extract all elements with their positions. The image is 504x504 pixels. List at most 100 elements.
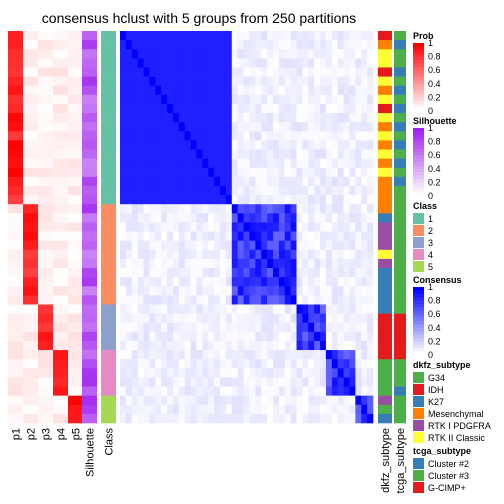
consensus-cell (314, 103, 321, 114)
consensus-cell (196, 286, 203, 296)
consensus-cell (314, 331, 321, 342)
legend-tick-label: 0 (428, 350, 433, 360)
consensus-cell (196, 140, 203, 150)
legend-tick-label: 0.4 (428, 164, 441, 174)
consensus-cell (261, 322, 268, 333)
consensus-cell (137, 322, 144, 333)
consensus-cell (231, 304, 238, 314)
membership-cell (23, 149, 39, 159)
consensus-cell (278, 331, 286, 342)
consensus-cell (314, 222, 321, 232)
consensus-cell (202, 331, 209, 342)
class-cell (101, 204, 116, 214)
consensus-cell (302, 185, 309, 196)
consensus-cell (120, 304, 127, 314)
consensus-cell (149, 204, 156, 214)
membership-cell (38, 176, 54, 187)
consensus-cell (267, 249, 274, 260)
consensus-cell (202, 131, 209, 141)
class-cell (101, 49, 116, 59)
consensus-cell (120, 331, 127, 342)
consensus-cell (361, 140, 368, 150)
consensus-cell (325, 386, 333, 396)
consensus-cell (190, 395, 197, 406)
membership-cell (38, 185, 54, 196)
consensus-cell (355, 240, 362, 251)
consensus-cell (367, 158, 374, 169)
consensus-cell (302, 395, 309, 406)
consensus-cell (361, 131, 368, 141)
consensus-cell (225, 140, 233, 150)
consensus-cell (184, 222, 191, 232)
consensus-cell (137, 340, 144, 351)
consensus-cell (272, 331, 280, 342)
consensus-cell (331, 377, 338, 387)
consensus-cell (320, 313, 327, 324)
consensus-cell (267, 122, 274, 132)
consensus-cell (278, 158, 286, 169)
consensus-cell (184, 131, 191, 141)
consensus-cell (361, 286, 368, 296)
consensus-cell (278, 176, 286, 187)
consensus-cell (172, 304, 180, 314)
consensus-cell (202, 213, 209, 223)
consensus-cell (355, 149, 362, 159)
consensus-cell (225, 268, 233, 278)
consensus-cell (220, 113, 227, 123)
consensus-cell (125, 331, 133, 342)
consensus-cell (137, 113, 144, 123)
consensus-cell (355, 31, 362, 41)
membership-cell (68, 249, 84, 260)
consensus-cell (155, 368, 162, 378)
membership-cell (68, 158, 84, 169)
consensus-cell (331, 304, 338, 314)
consensus-cell (261, 258, 268, 269)
consensus-cell (243, 386, 250, 396)
consensus-cell (267, 94, 274, 105)
legend-tick-label: 0.2 (428, 177, 441, 187)
membership-cell (68, 377, 84, 387)
consensus-cell (267, 304, 274, 314)
consensus-cell (343, 313, 350, 324)
consensus-cell (249, 359, 256, 369)
consensus-cell (302, 158, 309, 169)
consensus-cell (131, 222, 138, 232)
consensus-cell (161, 350, 168, 360)
consensus-cell (331, 204, 338, 214)
consensus-cell (214, 222, 221, 232)
consensus-cell (343, 377, 350, 387)
consensus-cell (243, 204, 250, 214)
consensus-cell (261, 286, 268, 296)
membership-cell (68, 167, 84, 178)
consensus-cell (325, 204, 333, 214)
consensus-cell (214, 131, 221, 141)
consensus-cell (172, 131, 180, 141)
consensus-cell (208, 231, 215, 241)
consensus-cell (278, 149, 286, 159)
consensus-cell (343, 340, 350, 351)
consensus-cell (296, 149, 303, 159)
consensus-cell (267, 295, 274, 305)
legend-swatch (413, 458, 424, 469)
consensus-cell (337, 204, 344, 214)
consensus-cell (296, 359, 303, 369)
consensus-cell (255, 322, 262, 333)
consensus-cell (267, 268, 274, 278)
consensus-cell (314, 286, 321, 296)
silhouette-cell (82, 40, 97, 50)
consensus-cell (278, 286, 286, 296)
consensus-cell (343, 176, 350, 187)
consensus-cell (320, 395, 327, 406)
consensus-cell (308, 140, 315, 150)
membership-cell (68, 258, 84, 269)
legend-gradient-step (413, 87, 424, 91)
legend-gradient-step (413, 97, 424, 102)
consensus-cell (343, 249, 350, 260)
consensus-cell (331, 258, 338, 269)
consensus-cell (325, 268, 333, 278)
consensus-cell (314, 231, 321, 241)
membership-cell (68, 322, 84, 333)
consensus-cell (331, 49, 338, 59)
legend-gradient-step (413, 287, 424, 291)
consensus-cell (243, 295, 250, 305)
